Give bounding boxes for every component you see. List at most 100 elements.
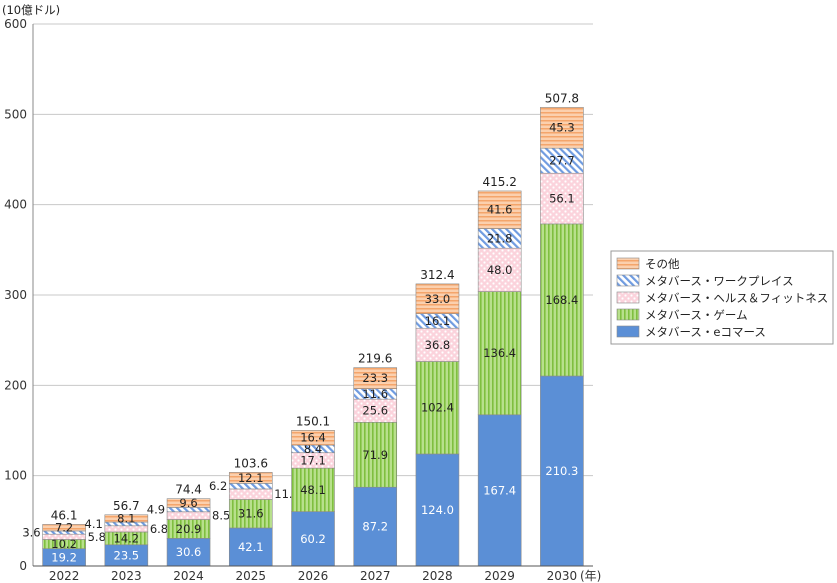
bar-segment bbox=[415, 361, 460, 455]
bar-segment bbox=[104, 514, 149, 523]
total-label: 150.1 bbox=[296, 414, 330, 428]
y-axis: 0 100 200 300 400 500 600 bbox=[4, 17, 34, 573]
data-label: 6.2 bbox=[209, 479, 227, 493]
bar-segment bbox=[477, 414, 522, 567]
bar-segment bbox=[540, 223, 584, 377]
bar-stack: 87.2 71.9 25.6 11.6 23.3 219.6 bbox=[353, 352, 398, 567]
data-label: 6.8 bbox=[150, 522, 168, 536]
x-axis-unit: (年) bbox=[580, 569, 601, 583]
bar-segment bbox=[477, 190, 522, 229]
data-label: 16.4 bbox=[300, 431, 326, 445]
data-label: 36.8 bbox=[425, 338, 451, 352]
data-label: 60.2 bbox=[300, 532, 326, 546]
bar-segment bbox=[540, 172, 584, 225]
bar-segment bbox=[291, 511, 335, 567]
bar-segment bbox=[228, 499, 273, 529]
total-label: 507.8 bbox=[545, 91, 579, 105]
data-label: 42.1 bbox=[238, 540, 264, 554]
bar-stack: 124.0 102.4 36.8 16.1 33.0 312.4 bbox=[415, 268, 460, 567]
x-tick-label: 2023 bbox=[111, 569, 142, 583]
bar-segment bbox=[42, 524, 86, 532]
legend-label: メタバース・ヘルス＆フィットネス bbox=[645, 291, 828, 305]
data-label: 3.6 bbox=[22, 526, 40, 540]
data-label: 4.9 bbox=[147, 503, 165, 517]
bar-segment bbox=[540, 147, 584, 174]
bar-stack: 23.5 14.2 6.8 4.1 8.156.7 bbox=[85, 499, 168, 567]
total-label: 46.1 bbox=[51, 508, 78, 522]
data-label: 210.3 bbox=[545, 464, 578, 478]
data-label: 168.4 bbox=[545, 293, 578, 307]
bar-segment bbox=[228, 527, 273, 567]
data-label: 45.3 bbox=[549, 121, 575, 135]
data-label: 33.0 bbox=[425, 292, 451, 306]
legend-label: メタバース・ゲーム bbox=[645, 308, 748, 322]
y-tick-label: 400 bbox=[4, 198, 27, 212]
total-label: 415.2 bbox=[482, 175, 516, 189]
y-tick-label: 0 bbox=[19, 559, 27, 573]
data-label: 14.2 bbox=[114, 531, 140, 545]
bar-segment bbox=[415, 327, 460, 362]
total-label: 103.6 bbox=[234, 456, 268, 470]
x-tick-label: 2025 bbox=[236, 569, 267, 583]
bar-segment bbox=[477, 291, 522, 416]
total-label: 312.4 bbox=[420, 268, 454, 282]
data-label: 7.2 bbox=[55, 521, 73, 535]
legend-label: メタバース・ワークプレイス bbox=[645, 274, 794, 288]
x-tick-label: 2022 bbox=[49, 569, 80, 583]
legend-label: メタバース・eコマース bbox=[645, 325, 766, 339]
data-label: 11.6 bbox=[362, 387, 388, 401]
x-tick-label: 2026 bbox=[298, 569, 329, 583]
legend-swatch bbox=[616, 308, 640, 321]
data-label: 48.0 bbox=[487, 263, 513, 277]
data-label: 9.6 bbox=[179, 496, 197, 510]
y-tick-label: 100 bbox=[4, 469, 27, 483]
bar-segment bbox=[228, 472, 273, 484]
data-label: 17.1 bbox=[300, 453, 326, 467]
bar-segment bbox=[104, 525, 149, 533]
data-label: 167.4 bbox=[483, 483, 516, 497]
data-label: 19.2 bbox=[51, 550, 77, 564]
data-label: 23.5 bbox=[114, 548, 140, 562]
data-label: 10.2 bbox=[51, 537, 77, 551]
legend-frame bbox=[610, 250, 834, 345]
data-label: 136.4 bbox=[483, 346, 516, 360]
data-label: 30.6 bbox=[176, 545, 202, 559]
data-label: 27.7 bbox=[549, 154, 575, 168]
y-tick-label: 300 bbox=[4, 288, 27, 302]
legend-label: その他 bbox=[645, 257, 680, 271]
bar-stack: 167.4 136.4 48.0 21.8 41.6 415.2 bbox=[477, 175, 522, 567]
bar-segment bbox=[166, 538, 211, 567]
data-label: 23.3 bbox=[362, 371, 388, 385]
data-label: 41.6 bbox=[487, 203, 513, 217]
legend-swatch bbox=[616, 325, 640, 338]
data-label: 8.1 bbox=[117, 511, 135, 525]
data-label: 87.2 bbox=[362, 520, 388, 534]
data-label: 25.6 bbox=[362, 404, 388, 418]
bar-segment bbox=[291, 430, 335, 446]
x-tick-label: 2030 bbox=[547, 569, 578, 583]
bar-segment bbox=[353, 367, 398, 389]
x-tick-label: 2028 bbox=[422, 569, 453, 583]
bar-segment bbox=[228, 488, 273, 500]
bar-segment bbox=[477, 247, 522, 292]
data-label: 12.1 bbox=[238, 471, 264, 485]
bar-segment bbox=[353, 486, 398, 567]
data-label: 5.8 bbox=[88, 530, 106, 544]
data-label: 102.4 bbox=[421, 401, 454, 415]
legend-swatch bbox=[616, 291, 640, 304]
bar-segment bbox=[166, 498, 211, 508]
x-axis: 2022 2023 2024 2025 2026 2027 2028 2029 2030 bbox=[33, 565, 593, 583]
bar-stack: 30.6 20.9 8.5 4.9 9.674.4 bbox=[147, 483, 230, 567]
data-label: 20.9 bbox=[176, 522, 202, 536]
data-label: 124.0 bbox=[421, 503, 454, 517]
bar-segment bbox=[415, 283, 460, 314]
total-label: 56.7 bbox=[113, 499, 140, 513]
bars: 19.210.25.83.6 7.246.123.514.26.84.1 8.156… bbox=[22, 91, 584, 567]
data-label: 21.8 bbox=[487, 231, 513, 245]
y-tick-label: 600 bbox=[4, 17, 27, 31]
total-label: 219.6 bbox=[358, 352, 392, 366]
bar-stack: 19.210.2 5.8 3.6 7.246.1 bbox=[22, 508, 106, 567]
